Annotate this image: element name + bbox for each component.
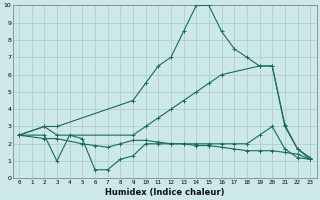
X-axis label: Humidex (Indice chaleur): Humidex (Indice chaleur)	[105, 188, 224, 197]
